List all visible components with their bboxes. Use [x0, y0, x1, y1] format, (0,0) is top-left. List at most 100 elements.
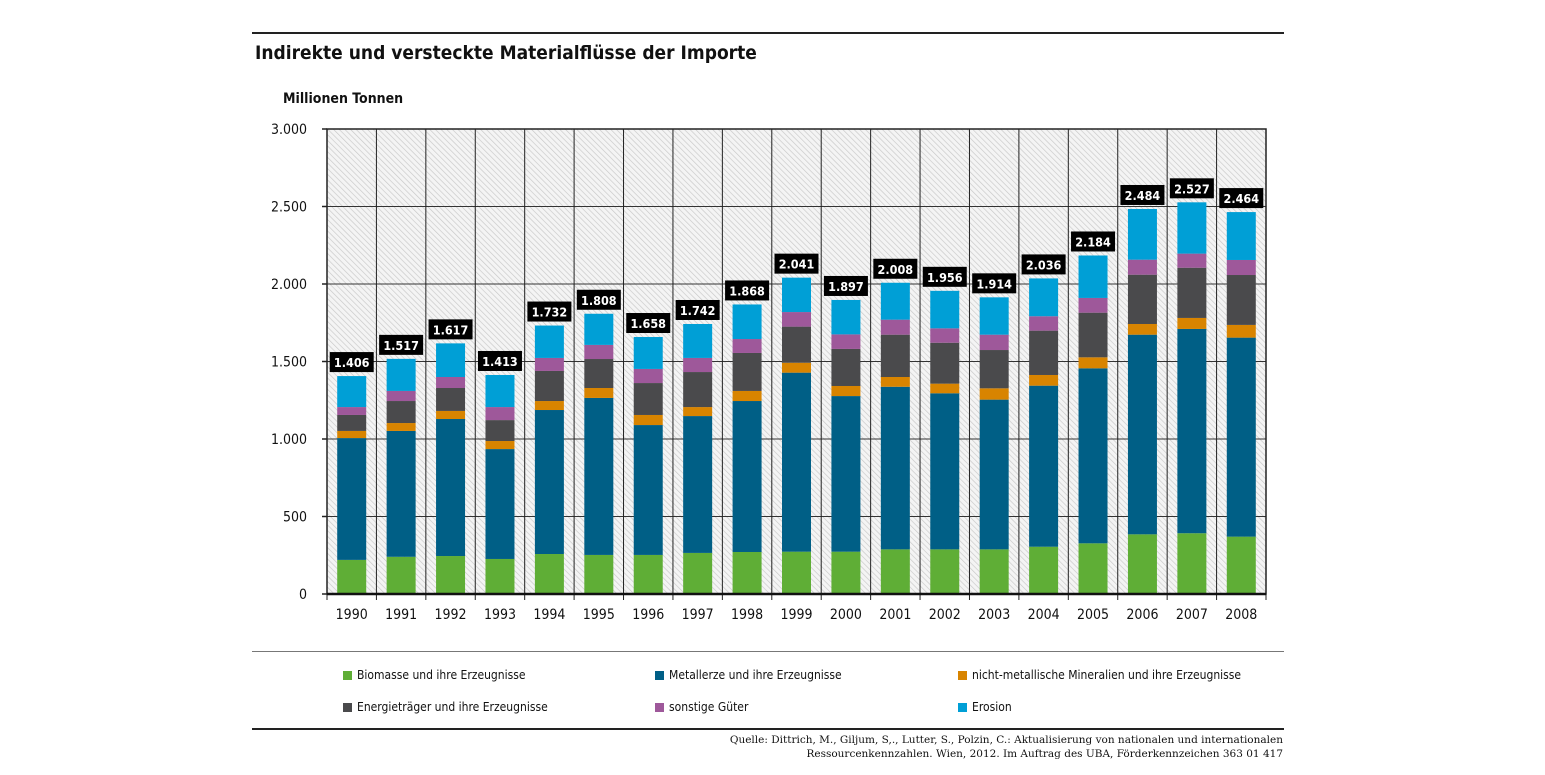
- bar-segment-biomasse: [584, 554, 614, 594]
- bar-segment-erosion: [1226, 212, 1256, 260]
- bar-segment-sonstige: [683, 357, 713, 373]
- x-tick-label: 1991: [385, 607, 417, 623]
- bar-segment-nicht-metallische: [782, 362, 811, 373]
- bar-segment-biomasse: [930, 549, 960, 594]
- x-tick-label: 2001: [879, 607, 911, 623]
- y-tick-label: 2.500: [271, 200, 307, 216]
- bar-segment-energieträger: [831, 348, 861, 386]
- x-tick-label: 2008: [1225, 607, 1257, 623]
- bar-segment-metallerze: [930, 393, 960, 550]
- total-label: 1.956: [927, 270, 963, 285]
- bar-segment-sonstige: [633, 368, 663, 384]
- bar-segment-sonstige: [979, 334, 1009, 351]
- legend-label: nicht-metallische Mineralien und ihre Er…: [972, 668, 1242, 682]
- bar-segment-metallerze: [1029, 385, 1059, 547]
- bar-segment-sonstige: [1078, 297, 1108, 313]
- total-label-box: [379, 334, 424, 355]
- bar-segment-nicht-metallische: [436, 410, 466, 420]
- bar-segment-metallerze: [1127, 334, 1157, 535]
- bar-segment-nicht-metallische: [683, 407, 713, 417]
- bar-segment-biomasse: [979, 549, 1009, 594]
- bar-segment-energieträger: [485, 420, 515, 442]
- bottom-rule: [252, 728, 1284, 730]
- bar-segment-metallerze: [386, 430, 416, 557]
- bar-segment-sonstige: [732, 339, 762, 353]
- bar-segment-energieträger: [633, 383, 663, 415]
- total-label-box: [922, 266, 967, 287]
- total-label: 2.527: [1174, 181, 1210, 196]
- bar-segment-energieträger: [1226, 275, 1256, 325]
- total-label-box: [1021, 254, 1066, 275]
- bar-segment-sonstige: [1177, 253, 1207, 268]
- bar-segment-energieträger: [782, 326, 811, 363]
- x-tick-label: 2005: [1077, 607, 1109, 623]
- total-label-box: [774, 253, 819, 274]
- total-label-box: [725, 280, 770, 301]
- bar-segment-nicht-metallische: [584, 388, 614, 398]
- x-tick-label: 2000: [830, 607, 862, 623]
- bar-segment-erosion: [880, 282, 910, 320]
- total-label: 2.041: [779, 257, 815, 272]
- source-note: Quelle: Dittrich, M., Giljum, S,., Lutte…: [730, 733, 1283, 761]
- bar-segment-metallerze: [584, 397, 614, 555]
- bar-segment-nicht-metallische: [534, 401, 564, 411]
- bar-segment-sonstige: [436, 377, 466, 389]
- bar-segment-energieträger: [930, 342, 960, 384]
- bar-segment-erosion: [782, 277, 811, 313]
- legend-swatch: [958, 702, 967, 712]
- total-label-box: [972, 273, 1017, 294]
- total-label-box: [1219, 188, 1264, 209]
- bar-segment-nicht-metallische: [1127, 323, 1157, 335]
- bar-segment-erosion: [1127, 208, 1157, 260]
- bar-segment-biomasse: [436, 556, 466, 594]
- source-line-1: Quelle: Dittrich, M., Giljum, S,., Lutte…: [729, 734, 1283, 746]
- total-label-box: [527, 301, 572, 322]
- bar-segment-energieträger: [584, 359, 614, 389]
- bar-segment-sonstige: [386, 390, 416, 402]
- bar-segment-nicht-metallische: [337, 430, 367, 439]
- bar-segment-energieträger: [534, 370, 564, 402]
- bar-segment-erosion: [930, 290, 960, 329]
- total-label-box: [675, 299, 720, 320]
- total-label: 1.742: [680, 303, 716, 318]
- legend-label: Erosion: [972, 700, 1012, 714]
- legend-item: Biomasse und ihre Erzeugnisse: [343, 668, 526, 682]
- y-tick-label: 500: [283, 510, 307, 526]
- x-tick-label: 1990: [336, 607, 368, 623]
- bar-segment-erosion: [1029, 278, 1059, 317]
- bar-segment-biomasse: [831, 551, 861, 594]
- x-tick-label: 2006: [1126, 607, 1158, 623]
- bar-segment-biomasse: [1029, 546, 1059, 594]
- total-label: 2.484: [1125, 188, 1161, 203]
- bar-segment-metallerze: [683, 416, 713, 553]
- legend-item: Energieträger und ihre Erzeugnisse: [343, 700, 548, 714]
- x-tick-label: 1998: [731, 607, 763, 623]
- bar-segment-erosion: [831, 299, 861, 335]
- bar-segment-erosion: [485, 374, 515, 408]
- total-label-box: [329, 352, 374, 373]
- bar-segment-energieträger: [1078, 312, 1108, 358]
- bar-segment-sonstige: [584, 344, 614, 360]
- legend-item: Metallerze und ihre Erzeugnisse: [655, 668, 842, 682]
- bar-segment-nicht-metallische: [880, 377, 910, 387]
- bar-segment-biomasse: [1177, 533, 1207, 594]
- y-tick-label: 3.000: [271, 122, 307, 138]
- bar-segment-biomasse: [782, 551, 811, 594]
- bar-segment-nicht-metallische: [1177, 317, 1207, 329]
- total-label: 1.732: [532, 305, 568, 320]
- legend-swatch: [343, 702, 352, 712]
- bar-segment-biomasse: [633, 554, 663, 594]
- bar-segment-metallerze: [436, 419, 466, 557]
- y-tick-label: 1.000: [271, 432, 307, 448]
- x-tick-label: 1995: [583, 607, 615, 623]
- y-tick-label: 0: [299, 587, 307, 603]
- bar-segment-energieträger: [386, 401, 416, 424]
- total-label-box: [1071, 231, 1116, 252]
- bar-segment-metallerze: [782, 372, 811, 552]
- x-tick-label: 1997: [682, 607, 714, 623]
- legend-swatch: [655, 670, 664, 680]
- bar-segment-energieträger: [337, 414, 367, 431]
- bar-segment-nicht-metallische: [1226, 324, 1256, 338]
- x-tick-label: 1996: [632, 607, 664, 623]
- bar-segment-sonstige: [880, 319, 910, 335]
